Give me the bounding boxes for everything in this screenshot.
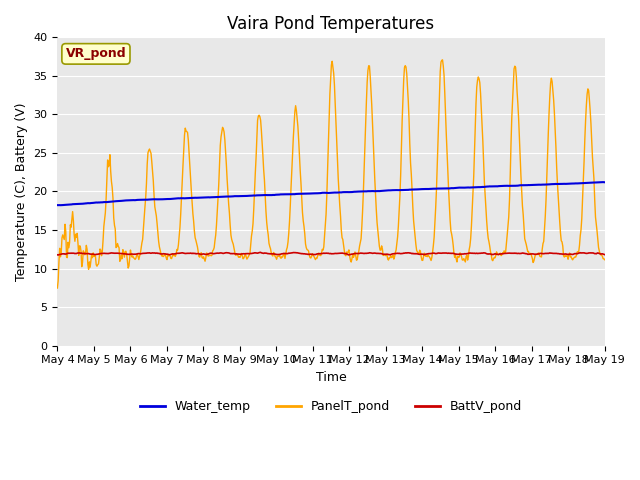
Y-axis label: Temperature (C), Battery (V): Temperature (C), Battery (V)	[15, 102, 28, 281]
Text: VR_pond: VR_pond	[66, 48, 126, 60]
Legend: Water_temp, PanelT_pond, BattV_pond: Water_temp, PanelT_pond, BattV_pond	[135, 395, 527, 418]
X-axis label: Time: Time	[316, 371, 346, 384]
Title: Vaira Pond Temperatures: Vaira Pond Temperatures	[227, 15, 435, 33]
